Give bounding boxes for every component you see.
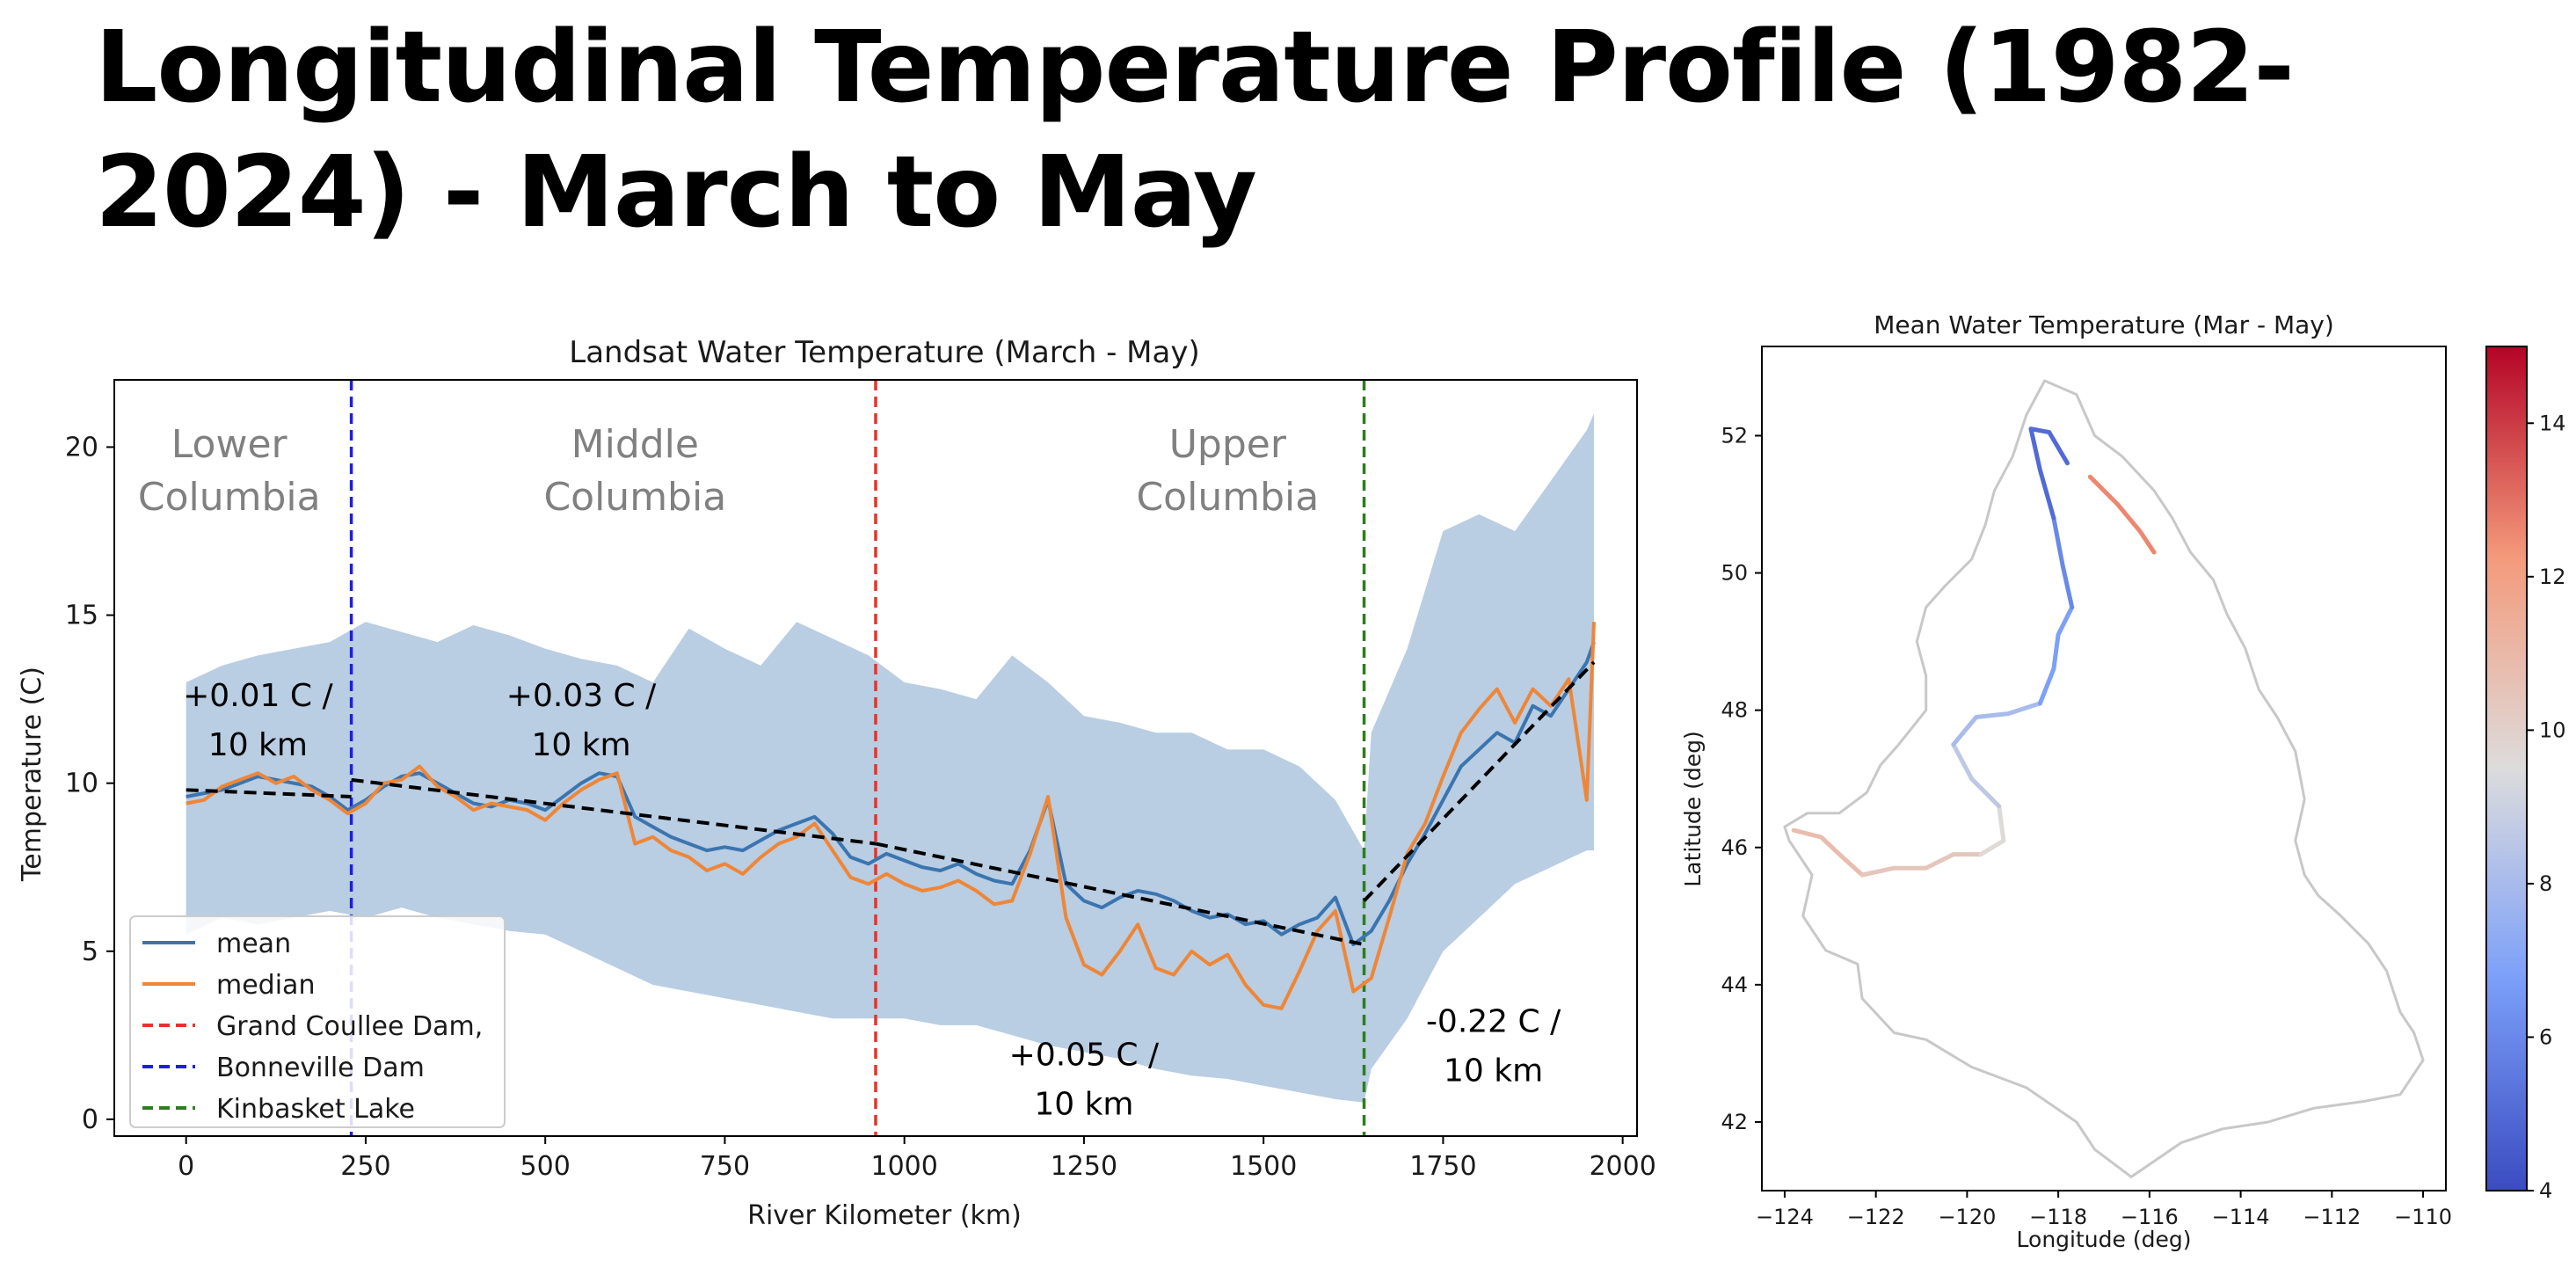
legend-label: mean — [216, 929, 291, 959]
map-x-tick-label: −122 — [1847, 1205, 1905, 1229]
basin-outline — [1783, 379, 2425, 1178]
map-x-tick-label: −120 — [1938, 1205, 1996, 1229]
map-y-axis-label: Latitude (deg) — [1680, 731, 1706, 886]
river-segment — [2051, 515, 2075, 610]
legend-label: Bonneville Dam — [216, 1053, 425, 1083]
river-segment — [1859, 852, 1983, 878]
profile-x-axis-label: River Kilometer (km) — [747, 1200, 1022, 1231]
map-frame — [1761, 346, 2447, 1191]
trend-annotation-2: +0.05 C / — [1009, 1038, 1160, 1074]
colorbar-tick-label: 14 — [2539, 411, 2566, 435]
region-label-2: Columbia — [1136, 475, 1319, 520]
profile-y-axis-label: Temperature (C) — [17, 667, 47, 882]
profile-plot-area: Lower Columbia Middle Columbia Upper Columbia… — [65, 379, 1656, 1182]
map-x-tick-label: −124 — [1756, 1205, 1814, 1229]
map-colorbar: 4 6 8 10 12 14 — [2485, 346, 2566, 1203]
x-tick-label: 1250 — [1051, 1151, 1117, 1182]
trend-annotation-0: +0.01 C / — [183, 678, 333, 714]
legend-box — [129, 915, 506, 1128]
region-label-1: Middle — [571, 422, 699, 467]
map-plot-area: −124 −122 −120 −118 −116 −114 −112 −11042444648… — [1721, 346, 2566, 1229]
y-tick-label: 20 — [65, 432, 98, 463]
colorbar-gradient — [2485, 346, 2528, 1191]
region-label-1: Columbia — [543, 475, 726, 520]
series-median-line — [186, 622, 1596, 1010]
map-y-tick-label: 50 — [1721, 561, 1748, 586]
temperature-range-band — [186, 413, 1595, 1103]
map-title: Mean Water Temperature (Mar - May) — [1874, 310, 2334, 339]
temperature-profile-chart: Landsat Water Temperature (March - May) … — [17, 335, 1656, 1231]
legend-label: median — [216, 970, 315, 1001]
river-segment — [2087, 474, 2157, 555]
map-y-tick-label: 48 — [1721, 698, 1748, 723]
river-segment — [1951, 742, 2002, 809]
colorbar-tick-label: 8 — [2539, 871, 2552, 896]
y-tick-label: 15 — [65, 601, 98, 631]
map-x-tick-label: −110 — [2394, 1205, 2452, 1229]
region-label-2: Upper — [1169, 422, 1287, 467]
river-segment — [1978, 804, 2006, 857]
trend-annotation-2: 10 km — [1034, 1087, 1133, 1123]
region-label-0: Columbia — [138, 475, 321, 520]
x-tick-label: 1500 — [1230, 1151, 1297, 1182]
trend-annotation-1: 10 km — [531, 727, 630, 763]
trend-annotation-3: -0.22 C / — [1426, 1004, 1561, 1040]
x-tick-label: 1000 — [870, 1151, 937, 1182]
river-segment — [1791, 827, 1865, 878]
water-temperature-map: Mean Water Temperature (Mar - May) −124 −… — [1680, 310, 2566, 1252]
legend-label: Kinbasket Lake — [216, 1094, 415, 1125]
map-y-tick-label: 42 — [1721, 1110, 1748, 1134]
trend-line-0 — [186, 788, 352, 798]
colorbar-tick-label: 4 — [2539, 1178, 2552, 1203]
x-tick-label: 750 — [700, 1151, 750, 1182]
y-tick-label: 0 — [82, 1104, 98, 1135]
x-tick-label: 500 — [520, 1151, 571, 1182]
map-y-tick-label: 46 — [1721, 835, 1748, 860]
map-y-tick-label: 44 — [1721, 973, 1748, 997]
colorbar-tick-label: 6 — [2539, 1024, 2552, 1049]
map-x-tick-label: −112 — [2303, 1205, 2361, 1229]
trend-annotation-0: 10 km — [208, 727, 308, 763]
y-tick-label: 5 — [82, 936, 98, 967]
trend-line-3 — [1363, 660, 1596, 902]
map-x-tick-label: −118 — [2029, 1205, 2087, 1229]
trend-annotation-1: +0.03 C / — [506, 678, 657, 714]
x-tick-label: 250 — [340, 1151, 390, 1182]
profile-legend: mean median Grand Coullee Dam, Bonneville D… — [129, 915, 506, 1128]
colorbar-tick-label: 12 — [2539, 565, 2566, 589]
plot-frame — [113, 379, 1638, 1137]
legend-label: Grand Coullee Dam, — [216, 1011, 483, 1042]
map-y-tick-label: 52 — [1721, 423, 1748, 448]
y-tick-label: 10 — [65, 769, 98, 799]
slide-title: Longitudinal Temperature Profile (1982-2… — [95, 11, 2295, 250]
river-segment — [2028, 426, 2070, 521]
profile-chart-title: Landsat Water Temperature (March - May) — [569, 335, 1199, 370]
series-mean-line — [186, 641, 1596, 947]
trend-annotation-3: 10 km — [1444, 1053, 1543, 1089]
region-label-0: Lower — [171, 422, 288, 467]
map-x-tick-label: −114 — [2212, 1205, 2270, 1229]
x-tick-label: 1750 — [1409, 1151, 1476, 1182]
x-tick-label: 0 — [178, 1151, 194, 1182]
trend-line-1 — [351, 777, 877, 846]
trend-line-2 — [875, 842, 1364, 947]
map-x-tick-label: −116 — [2121, 1205, 2179, 1229]
map-x-axis-label: Longitude (deg) — [2017, 1227, 2192, 1252]
river-segment — [1951, 701, 2042, 747]
river-segment — [2037, 605, 2075, 706]
x-tick-label: 2000 — [1589, 1151, 1655, 1182]
colorbar-tick-label: 10 — [2539, 718, 2566, 742]
